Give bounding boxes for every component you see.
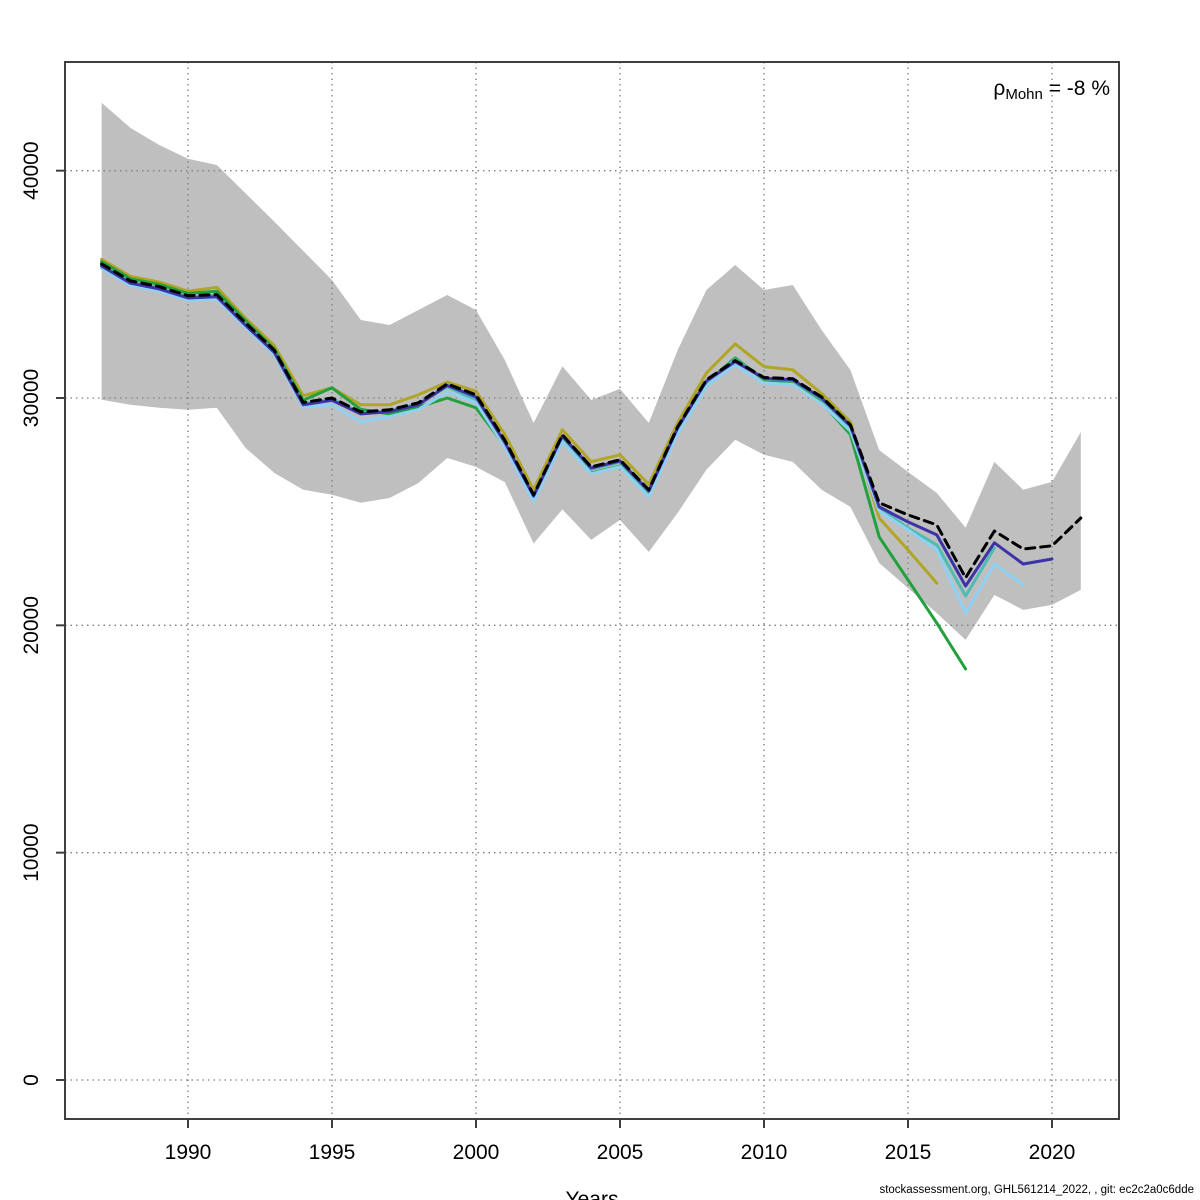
x-tick-label-2000: 2000: [453, 1141, 500, 1164]
x-tick-label-2005: 2005: [597, 1141, 644, 1164]
rho-symbol: ρ: [993, 77, 1006, 100]
rho-value: = -8 %: [1042, 77, 1110, 100]
x-axis-label: Years: [565, 1188, 619, 1200]
y-tick-label-20000: 20000: [20, 596, 43, 654]
y-tick-label-30000: 30000: [20, 369, 43, 427]
x-tick-label-2015: 2015: [885, 1141, 932, 1164]
confidence-band: [101, 102, 1081, 640]
peel-2016-line: [100, 257, 939, 585]
base-run-line: [100, 262, 1083, 580]
mohn-rho-annotation: ρMohn = -8 %: [993, 77, 1110, 103]
x-tick-label-2010: 2010: [741, 1141, 788, 1164]
plot-box: [64, 61, 1120, 1120]
y-tick-label-10000: 10000: [20, 823, 43, 881]
y-tick-label-0: 0: [20, 1074, 43, 1086]
y-tick-label-40000: 40000: [20, 141, 43, 199]
x-tick-label-2020: 2020: [1029, 1141, 1076, 1164]
peel-2019-line: [100, 266, 1025, 615]
rho-subscript: Mohn: [1005, 86, 1043, 103]
x-tick-label-1995: 1995: [309, 1141, 356, 1164]
footer-credit: stockassessment.org, GHL561214_2022, , g…: [879, 1184, 1194, 1196]
x-tick-label-1990: 1990: [165, 1141, 212, 1164]
